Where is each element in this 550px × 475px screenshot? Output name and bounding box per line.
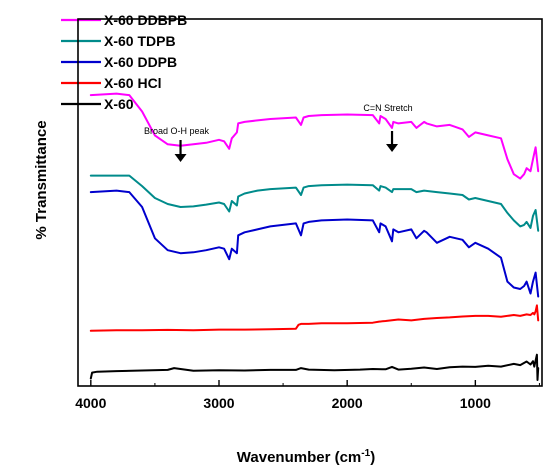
annotation-label: Broad O-H peak (144, 126, 210, 136)
legend-label: X-60 TDPB (104, 33, 176, 49)
legend-label: X-60 HCl (104, 75, 162, 91)
series-line-x-60-ddbpb (89, 92, 540, 180)
annotation-label: C=N Stretch (363, 103, 412, 113)
series-layer (89, 92, 540, 381)
y-axis-title: % Transmittance (33, 120, 50, 239)
x-tick-label: 3000 (203, 395, 234, 411)
series-line-x-60 (89, 353, 540, 381)
x-tick-label: 2000 (332, 395, 363, 411)
x-tick-label: 1000 (460, 395, 491, 411)
series-line-x-60-tdpb (89, 174, 540, 232)
x-axis-title: Wavenumber (cm-1) (237, 448, 375, 466)
legend-label: X-60 DDBPB (104, 12, 187, 28)
plot-frame (77, 18, 543, 387)
legend: X-60 DDBPB X-60 TDPB X-60 DDPB X-60 HCl X-60 (61, 12, 187, 112)
x-axis-title-main: Wavenumber (cm (237, 449, 361, 466)
legend-label: X-60 (104, 96, 134, 112)
legend-label: X-60 DDPB (104, 54, 177, 70)
annotation-layer: Broad O-H peak C=N Stretch (144, 103, 413, 162)
annotation-arrow-head (386, 144, 399, 152)
series-line-x-60-ddpb (89, 189, 540, 298)
x-axis-title-close: ) (370, 449, 375, 466)
axes: 4000 3000 2000 1000 (75, 18, 543, 411)
x-tick-label: 4000 (75, 395, 106, 411)
series-line-x-60-hcl (89, 304, 540, 332)
annotation-arrow-head (174, 154, 187, 162)
x-axis-title-superscript: -1 (361, 448, 370, 459)
